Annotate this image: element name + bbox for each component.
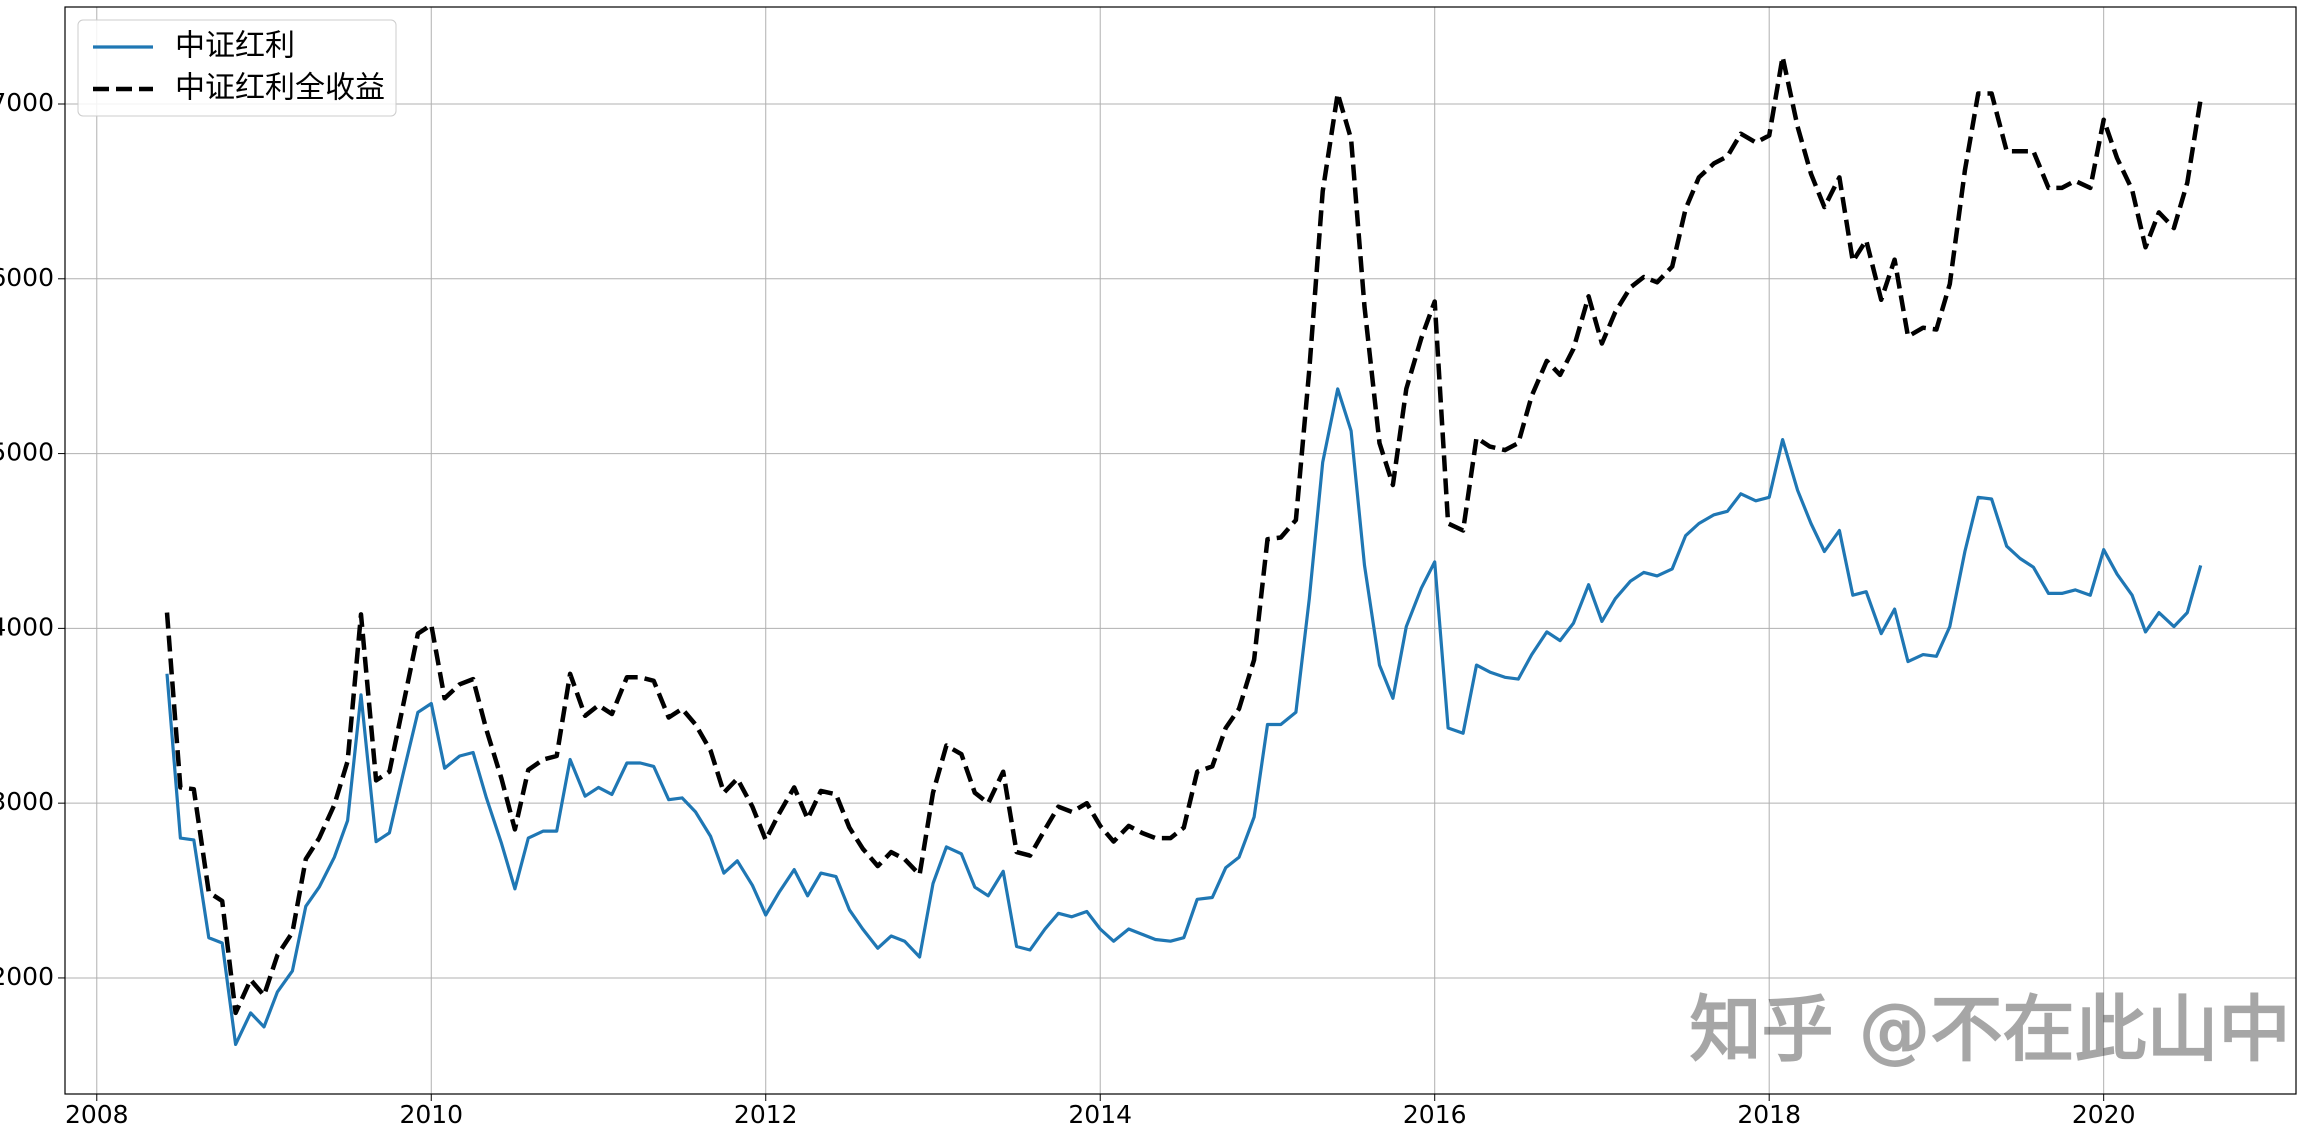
x-tick-label: 2012	[734, 1100, 798, 1129]
y-tick-label: 5000	[0, 438, 54, 467]
x-tick-label: 2014	[1068, 1100, 1132, 1129]
y-tick-label: 3000	[0, 787, 54, 816]
series-line	[164, 54, 2203, 1016]
legend-box	[77, 19, 397, 117]
x-tick-label: 2018	[1737, 1100, 1801, 1129]
series-line	[165, 387, 2203, 1046]
y-tick-label: 7000	[0, 88, 54, 117]
x-tick-label: 2010	[399, 1100, 463, 1129]
x-tick-label: 2020	[2072, 1100, 2136, 1129]
x-tick-label: 2008	[65, 1100, 129, 1129]
x-tick-label: 2016	[1403, 1100, 1467, 1129]
legend-label: 中证红利全收益	[175, 71, 385, 106]
y-tick-label: 4000	[0, 612, 54, 641]
legend-label: 中证红利	[175, 29, 295, 64]
plot-frame	[64, 6, 2297, 1095]
watermark: 知乎 @不在此山中	[1689, 988, 2290, 1072]
y-tick-label: 6000	[0, 263, 54, 292]
